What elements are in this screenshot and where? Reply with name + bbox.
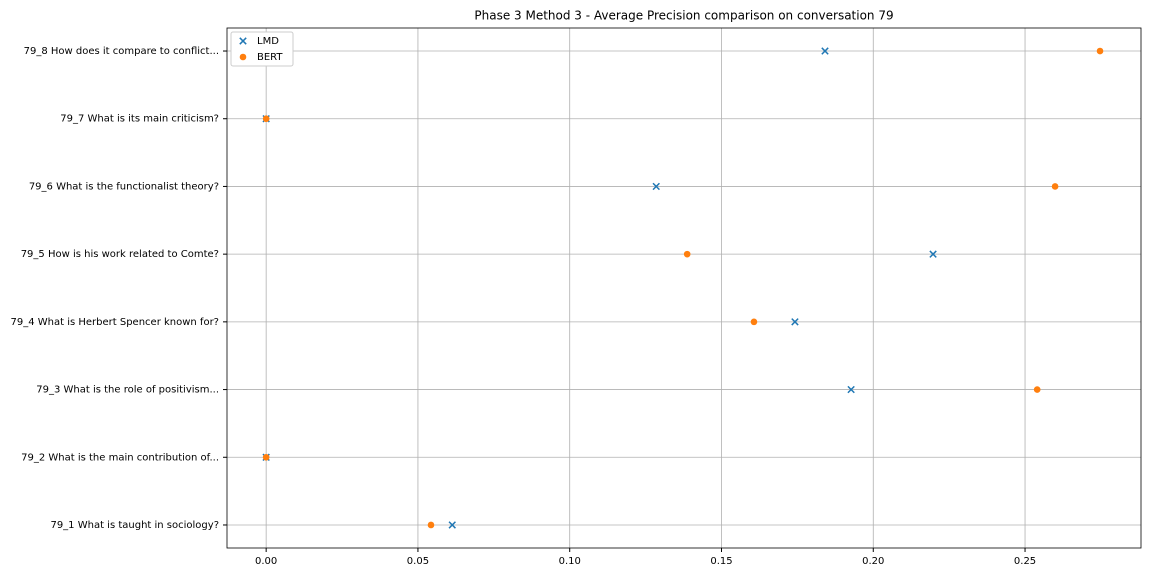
marker bbox=[1033, 386, 1041, 393]
marker-stroke bbox=[847, 385, 855, 394]
marker bbox=[652, 182, 660, 191]
y-tick-label: 79_2 What is the main contribution of... bbox=[21, 452, 219, 463]
marker bbox=[427, 521, 435, 529]
marker bbox=[239, 37, 247, 45]
y-tick-label: 79_7 What is its main criticism? bbox=[60, 114, 219, 125]
marker bbox=[847, 385, 855, 394]
marker bbox=[262, 115, 270, 123]
y-tick-label: 79_5 How is his work related to Comte? bbox=[21, 249, 219, 260]
legend-label: LMD bbox=[257, 36, 279, 47]
chart-title: Phase 3 Method 3 - Average Precision com… bbox=[474, 9, 893, 23]
x-tick-label: 0.25 bbox=[1014, 556, 1036, 567]
y-tick-label: 79_4 What is Herbert Spencer known for? bbox=[10, 317, 219, 328]
y-tick-label: 79_6 What is the functionalist theory? bbox=[29, 181, 219, 192]
legend-label: BERT bbox=[257, 52, 283, 63]
y-tick-label: 79_3 What is the role of positivism... bbox=[36, 385, 219, 396]
y-tick-label: 79_8 How does it compare to conflict... bbox=[24, 46, 219, 57]
marker bbox=[683, 250, 691, 258]
x-tick-label: 0.15 bbox=[710, 556, 732, 567]
plot-frame bbox=[226, 27, 1142, 549]
marker bbox=[791, 318, 799, 326]
marker-stroke bbox=[239, 37, 247, 45]
marker bbox=[262, 453, 270, 461]
marker-stroke bbox=[652, 182, 660, 191]
x-tick-label: 0.20 bbox=[862, 556, 884, 567]
marker bbox=[821, 47, 829, 55]
x-tick-label: 0.00 bbox=[255, 556, 277, 567]
x-tick-label: 0.05 bbox=[407, 556, 429, 567]
marker-stroke bbox=[821, 47, 829, 55]
x-tick-label: 0.10 bbox=[559, 556, 581, 567]
marker bbox=[1096, 47, 1104, 55]
marker bbox=[929, 250, 937, 258]
legend-box bbox=[230, 31, 294, 67]
marker bbox=[1051, 183, 1059, 190]
marker bbox=[750, 318, 758, 326]
marker bbox=[448, 521, 456, 529]
marker-stroke bbox=[448, 521, 456, 529]
legend: LMD BERT bbox=[230, 31, 294, 67]
y-tick-label: 79_1 What is taught in sociology? bbox=[50, 520, 219, 531]
marker-stroke bbox=[929, 250, 937, 258]
marker bbox=[239, 53, 247, 61]
marker-stroke bbox=[791, 318, 799, 326]
